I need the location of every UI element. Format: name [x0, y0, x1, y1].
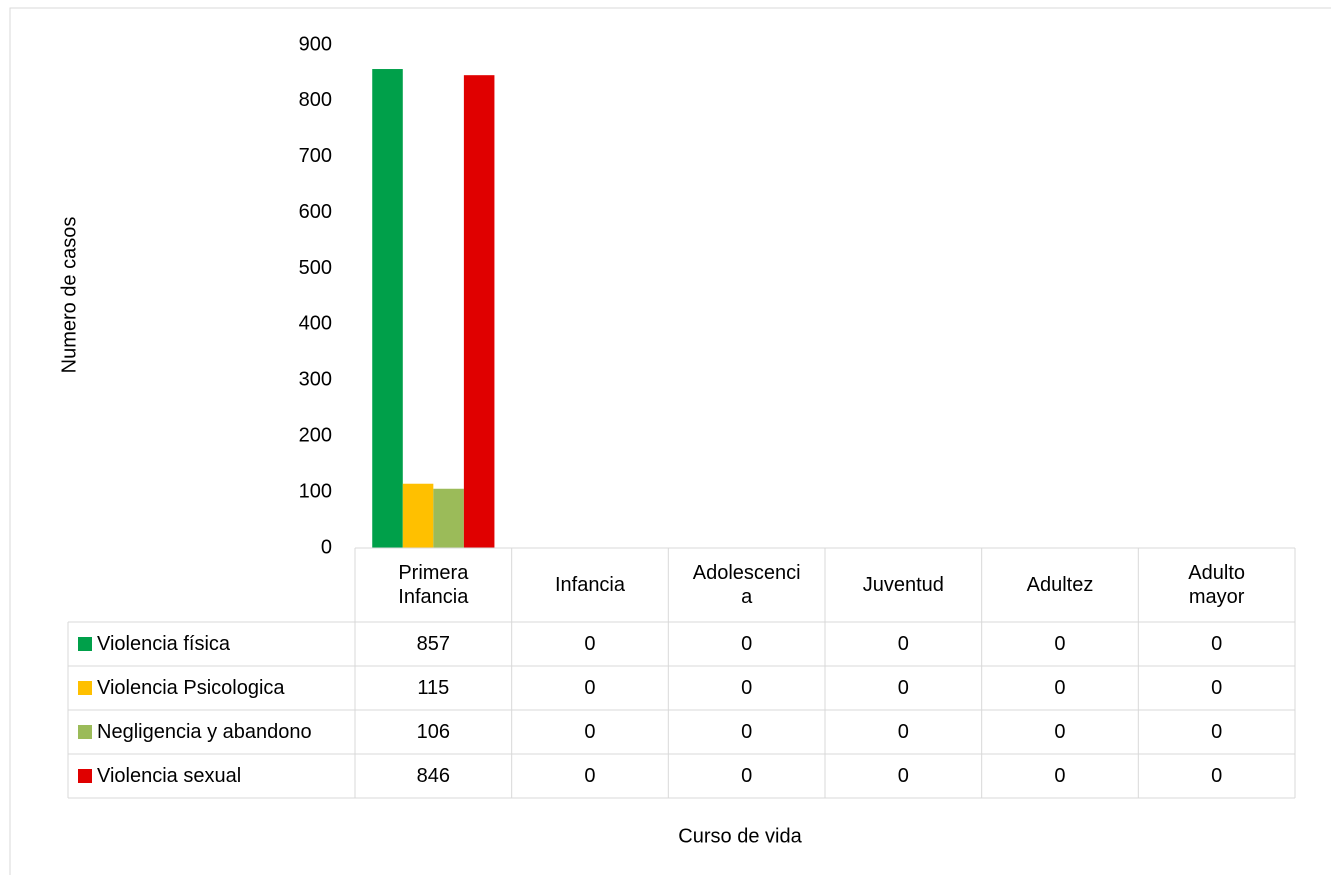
data-label: 0 [741, 721, 753, 743]
bar [372, 69, 403, 548]
data-label: 0 [1211, 721, 1223, 743]
bar [433, 488, 464, 548]
x-axis-title: Curso de vida [678, 825, 802, 847]
y-tick-label: 0 [321, 536, 332, 558]
data-label: 0 [584, 677, 596, 699]
legend-key [78, 681, 92, 695]
legend-label: Violencia sexual [97, 765, 242, 787]
legend-entry: Negligencia y abandono [68, 710, 355, 754]
bar [463, 75, 495, 549]
y-tick-label: 900 [299, 33, 332, 55]
bar [402, 483, 434, 548]
legend-label: Negligencia y abandono [97, 721, 312, 743]
x-tick-label: Adulto mayor [1188, 562, 1246, 608]
data-label: 857 [416, 633, 451, 655]
data-label: 0 [1054, 677, 1066, 699]
chart-frame [9, 7, 1331, 875]
x-tick-label: Adolescencia [692, 562, 801, 608]
y-tick-label: 500 [299, 257, 332, 279]
legend-entry: Violencia sexual [68, 754, 355, 798]
data-label: 0 [1211, 765, 1223, 787]
y-tick-label: 600 [299, 201, 332, 223]
y-tick-label: 800 [299, 89, 332, 111]
y-tick-label: 300 [299, 369, 332, 391]
legend-key [78, 637, 92, 651]
data-label: 0 [897, 677, 909, 699]
data-label: 0 [1054, 721, 1066, 743]
legend-label: Violencia Psicologica [97, 677, 285, 699]
data-label: 0 [897, 721, 909, 743]
legend-entry: Violencia física [68, 622, 355, 666]
data-label: 0 [584, 721, 596, 743]
legend-key [78, 725, 92, 739]
y-tick-label: 400 [299, 313, 332, 335]
y-tick-label: 200 [299, 425, 332, 447]
legend-label: Violencia física [97, 633, 231, 655]
data-label: 0 [897, 633, 909, 655]
legend-entry: Violencia Psicologica [68, 666, 355, 710]
data-label: 0 [584, 633, 596, 655]
data-label: 0 [741, 677, 753, 699]
data-label: 0 [584, 765, 596, 787]
data-label: 106 [416, 721, 451, 743]
y-axis-title: Numero de casos [58, 217, 80, 374]
x-tick-label: Infancia [554, 574, 626, 596]
y-tick-label: 100 [299, 480, 332, 502]
data-label: 115 [417, 677, 450, 699]
y-tick-label: 700 [299, 145, 332, 167]
data-label: 0 [1211, 677, 1223, 699]
data-label: 0 [1211, 633, 1223, 655]
x-tick-label: Juventud [862, 574, 944, 596]
data-label: 0 [897, 765, 909, 787]
x-tick-label: Adultez [1026, 574, 1094, 596]
data-label: 0 [741, 765, 753, 787]
x-tick-label: Primera Infancia [398, 562, 469, 608]
legend-key [78, 769, 92, 783]
data-label: 0 [741, 633, 753, 655]
data-label: 0 [1054, 633, 1066, 655]
data-label: 846 [416, 765, 451, 787]
data-label: 0 [1054, 765, 1066, 787]
